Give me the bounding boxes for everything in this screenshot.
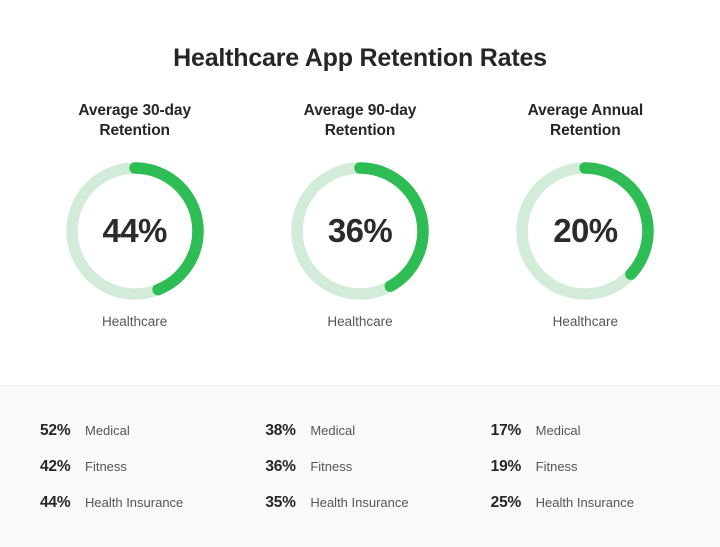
stat-value: 52% — [40, 421, 71, 439]
donut-arc — [291, 161, 429, 300]
list-item: 25% Health Insurance — [491, 494, 698, 512]
donut-value-label: 20% — [553, 211, 618, 249]
stat-label: Fitness — [85, 458, 127, 474]
page-title: Healthcare App Retention Rates — [173, 44, 547, 72]
donut-value-label: 44% — [102, 211, 168, 249]
stats-panel: 52% Medical 42% Fitness 44% Health Insur… — [0, 385, 720, 547]
stat-label: Fitness — [310, 458, 353, 474]
stat-value: 35% — [265, 493, 296, 511]
title-container: Healthcare App Retention Rates — [0, 0, 720, 73]
donut-svg — [65, 161, 204, 300]
stat-value: 36% — [265, 457, 296, 475]
list-item: 35% Health Insurance — [265, 494, 472, 512]
stat-value: 38% — [265, 421, 296, 439]
stat-label: Medical — [85, 422, 130, 438]
stat-value: 42% — [40, 457, 71, 475]
stat-value: 44% — [40, 493, 71, 511]
stat-value: 17% — [490, 421, 522, 439]
donut-value-label: 36% — [327, 211, 393, 249]
stat-label: Health Insurance — [535, 494, 634, 510]
stat-label: Health Insurance — [310, 494, 409, 510]
stat-label: Health Insurance — [85, 494, 184, 510]
gauge-caption: Healthcare — [327, 313, 393, 329]
list-item: 42% Fitness — [40, 458, 247, 476]
donut-chart-30-day: 44% — [65, 161, 205, 301]
list-item: 44% Health Insurance — [40, 494, 247, 512]
donut-svg — [516, 161, 655, 300]
stats-column-90-day: 38% Medical 36% Fitness 35% Health Insur… — [247, 413, 472, 521]
gauge-column-30-day: Average 30-day Retention 44% Healthcare — [22, 101, 247, 329]
stat-label: Medical — [535, 422, 581, 438]
list-item: 36% Fitness — [265, 458, 472, 476]
list-item: 19% Fitness — [491, 458, 698, 476]
stats-column-30-day: 52% Medical 42% Fitness 44% Health Insur… — [22, 413, 247, 521]
gauges-row: Average 30-day Retention 44% Healthcare … — [0, 73, 720, 329]
stat-value: 25% — [490, 493, 522, 511]
gauge-column-90-day: Average 90-day Retention 36% Healthcare — [247, 101, 472, 329]
list-item: 17% Medical — [491, 422, 698, 440]
gauge-heading: Average 90-day Retention — [303, 102, 417, 139]
stats-column-annual: 17% Medical 19% Fitness 25% Health Insur… — [473, 413, 698, 521]
gauge-column-annual: Average Annual Retention 20% Healthcare — [473, 101, 698, 329]
donut-chart-annual: 20% — [515, 161, 655, 301]
donut-svg — [291, 161, 429, 300]
list-item: 38% Medical — [265, 422, 472, 440]
gauge-caption: Healthcare — [552, 313, 618, 329]
gauge-heading: Average 30-day Retention — [78, 102, 191, 139]
stat-value: 19% — [490, 457, 522, 475]
donut-arc — [516, 161, 655, 300]
stat-label: Medical — [310, 422, 356, 438]
list-item: 52% Medical — [40, 422, 247, 440]
donut-arc — [65, 161, 204, 300]
gauge-caption: Healthcare — [102, 313, 168, 329]
gauge-heading: Average Annual Retention — [527, 102, 644, 139]
stat-label: Fitness — [535, 458, 578, 474]
donut-chart-90-day: 36% — [290, 161, 430, 301]
